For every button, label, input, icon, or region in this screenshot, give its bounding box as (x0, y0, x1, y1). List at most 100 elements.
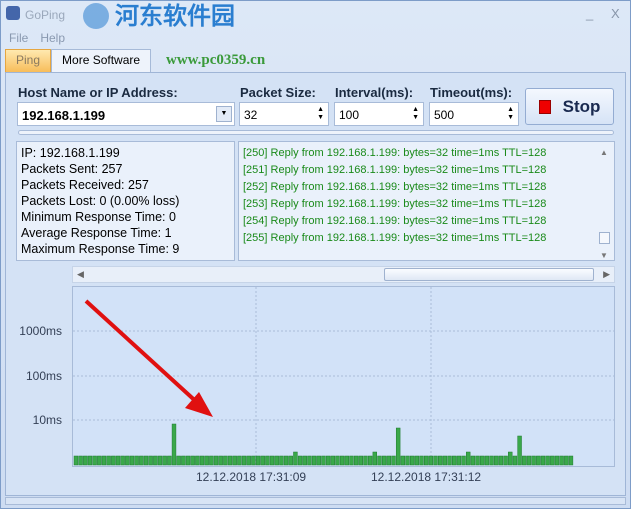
timeout-stepper[interactable]: 500 ▲ ▼ (429, 102, 519, 126)
response-bar (232, 455, 237, 466)
menu-help[interactable]: Help (40, 31, 66, 45)
host-combobox[interactable]: 192.168.1.199 ▼ (17, 102, 235, 126)
response-bar (372, 451, 378, 466)
reply-log[interactable]: [250] Reply from 192.168.1.199: bytes=32… (238, 141, 615, 261)
spin-arrows-icon[interactable]: ▲ ▼ (317, 106, 324, 121)
response-bar (498, 455, 504, 466)
log-line: [254] Reply from 192.168.1.199: bytes=32… (243, 215, 547, 227)
response-bar (181, 455, 186, 466)
chart-svg (73, 287, 614, 466)
response-bar (260, 455, 265, 466)
response-bar (452, 455, 457, 466)
hscroll-thumb[interactable] (384, 268, 594, 281)
interval-stepper[interactable]: 100 ▲ ▼ (334, 102, 424, 126)
response-bar (554, 455, 560, 466)
response-bar (167, 455, 172, 466)
stat-min: Minimum Response Time: 0 (21, 210, 176, 224)
response-bar (489, 455, 494, 466)
scroll-right-icon[interactable]: ▶ (603, 269, 610, 279)
scroll-thumb[interactable] (599, 232, 610, 244)
stat-ip: IP: 192.168.1.199 (21, 146, 120, 160)
y-tick-label: 100ms (25, 369, 62, 383)
response-bar (339, 455, 345, 466)
response-bar (302, 455, 307, 466)
response-bar (246, 455, 251, 466)
response-bar (545, 455, 550, 466)
scroll-down-icon[interactable]: ▼ (600, 251, 608, 260)
y-tick-label: 10ms (32, 413, 62, 427)
response-bar (409, 455, 415, 466)
response-bar (358, 455, 363, 466)
response-bar (279, 455, 284, 466)
stop-label: Stop (562, 96, 601, 116)
stop-icon (538, 99, 551, 114)
close-button[interactable]: X (611, 6, 620, 21)
chart-hscrollbar[interactable]: ◀ ▶ (72, 266, 615, 283)
response-bar (171, 423, 177, 466)
stat-avg: Average Response Time: 1 (21, 226, 172, 240)
response-bar (237, 455, 242, 466)
response-bar (559, 455, 564, 466)
stop-button[interactable]: Stop (525, 88, 614, 125)
response-bar (283, 455, 289, 466)
response-bar (139, 455, 144, 466)
chevron-down-icon[interactable]: ▼ (216, 106, 232, 122)
app-icon (6, 6, 20, 20)
spin-arrows-icon[interactable]: ▲ ▼ (507, 106, 514, 121)
menu-file[interactable]: File (9, 31, 29, 45)
response-bar (540, 455, 546, 466)
response-bar (381, 455, 387, 466)
response-bar (143, 455, 149, 466)
packet-size-stepper[interactable]: 32 ▲ ▼ (239, 102, 329, 126)
response-bar (269, 455, 275, 466)
response-bar (209, 455, 214, 466)
response-bar (386, 455, 392, 466)
response-bar (494, 455, 499, 466)
response-bar (564, 455, 569, 466)
watermark-text: 河东软件园 (115, 2, 235, 30)
response-bar (526, 455, 532, 466)
minimize-button[interactable]: _ (586, 6, 594, 21)
stat-received: Packets Received: 257 (21, 178, 149, 192)
response-bar (255, 455, 261, 466)
scroll-left-icon[interactable]: ◀ (77, 269, 84, 279)
log-scrollbar[interactable]: ▲ ▼ (598, 144, 612, 260)
response-bar (461, 455, 466, 466)
tab-ping[interactable]: Ping (5, 49, 52, 73)
timeout-label: Timeout(ms): (430, 85, 513, 100)
response-bar (475, 455, 480, 466)
host-value: 192.168.1.199 (22, 108, 106, 123)
tab-more-software[interactable]: More Software (51, 49, 152, 73)
response-bar (316, 455, 321, 466)
response-bar (428, 455, 434, 466)
response-bar (218, 455, 223, 466)
response-bar (288, 455, 293, 466)
response-bar (204, 455, 209, 466)
interval-label: Interval(ms): (335, 85, 414, 100)
spin-arrows-icon[interactable]: ▲ ▼ (412, 106, 419, 121)
response-chart (72, 286, 615, 467)
response-bar (78, 455, 83, 466)
packet-size-label: Packet Size: (240, 85, 316, 100)
response-bar (311, 455, 317, 466)
response-bar (195, 455, 200, 466)
response-bar (153, 455, 158, 466)
response-bar (531, 455, 536, 466)
stat-lost: Packets Lost: 0 (0.00% loss) (21, 194, 180, 208)
response-bar (251, 455, 256, 466)
log-line: [250] Reply from 192.168.1.199: bytes=32… (243, 147, 547, 159)
interval-value: 100 (339, 108, 360, 122)
log-line: [255] Reply from 192.168.1.199: bytes=32… (243, 232, 547, 244)
response-bar (297, 455, 303, 466)
response-bar (106, 455, 111, 466)
scroll-up-icon[interactable]: ▲ (600, 148, 608, 157)
response-bar (274, 455, 279, 466)
response-bar (512, 455, 518, 466)
response-bar (162, 455, 167, 466)
response-bar (414, 455, 420, 466)
status-bar (5, 497, 626, 505)
tab-bar: Ping More Software (5, 49, 152, 73)
log-line: [251] Reply from 192.168.1.199: bytes=32… (243, 164, 547, 176)
response-bar (442, 455, 448, 466)
response-bar (265, 455, 270, 466)
